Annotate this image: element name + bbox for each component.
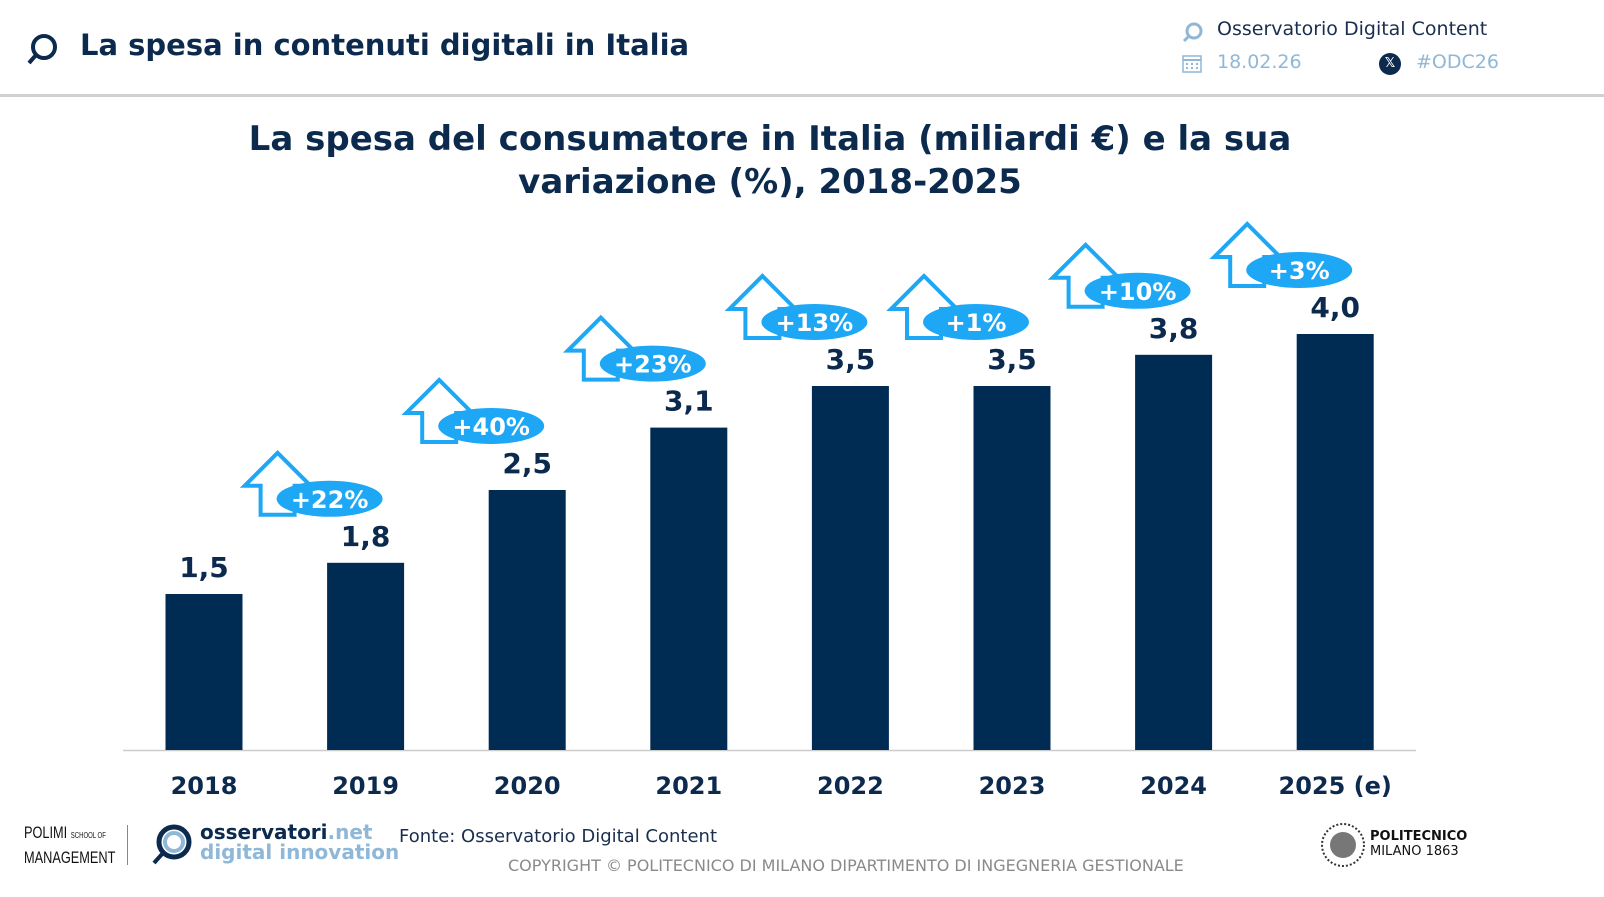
value-label: 3,5 xyxy=(987,343,1037,376)
growth-label: +3% xyxy=(1269,257,1330,285)
value-label: 4,0 xyxy=(1310,291,1360,324)
logo-text-net: .net xyxy=(327,820,373,844)
growth-label: +10% xyxy=(1099,278,1177,306)
politecnico-seal-icon xyxy=(1321,823,1365,867)
hashtag: #ODC26 xyxy=(1416,51,1499,73)
growth-badge xyxy=(1246,252,1353,288)
value-label: 2,5 xyxy=(502,447,552,480)
value-label: 1,8 xyxy=(341,520,391,553)
event-date: 18.02.26 xyxy=(1217,51,1302,73)
growth-badge xyxy=(276,480,383,517)
growth-label: +1% xyxy=(946,309,1007,337)
page-title: La spesa in contenuti digitali in Italia xyxy=(80,28,690,62)
bar xyxy=(327,562,405,750)
category-label: 2025 (e) xyxy=(1279,772,1392,800)
logo-text: osservatori xyxy=(200,820,328,844)
observatory-icon xyxy=(1182,22,1203,43)
bar xyxy=(1135,354,1213,750)
growth-badge xyxy=(923,304,1029,340)
copyright: COPYRIGHT © POLITECNICO DI MILANO DIPART… xyxy=(508,856,1184,875)
bar xyxy=(650,427,728,750)
category-label: 2018 xyxy=(171,772,238,800)
politecnico-sub: MILANO 1863 xyxy=(1370,844,1459,859)
politecnico-logo: POLITECNICO MILANO 1863 xyxy=(1370,829,1467,859)
x-social-icon[interactable]: 𝕏 xyxy=(1379,53,1401,75)
bar-chart: 1,5 2018 1,8 2019 +22% 2,5 2020 +40% 3,1 2021 +23%… xyxy=(123,221,1416,800)
bar xyxy=(1296,334,1374,750)
header-divider xyxy=(0,94,1604,97)
category-label: 2024 xyxy=(1140,772,1207,800)
calendar-icon xyxy=(1182,55,1202,73)
magnifier-logo-icon xyxy=(27,34,57,65)
category-label: 2023 xyxy=(979,772,1046,800)
logo-separator xyxy=(127,825,128,865)
category-label: 2020 xyxy=(494,772,561,800)
growth-badge xyxy=(438,408,545,444)
growth-label: +23% xyxy=(614,351,692,379)
growth-badge xyxy=(599,345,706,382)
growth-badge xyxy=(761,304,868,340)
growth-badge xyxy=(1084,272,1191,309)
observatory-name: Osservatorio Digital Content xyxy=(1217,18,1488,40)
value-label: 1,5 xyxy=(179,551,229,584)
osservatori-logo: osservatori.net digital innovation xyxy=(200,822,399,862)
bar xyxy=(488,490,566,750)
growth-label: +13% xyxy=(776,309,854,337)
category-label: 2022 xyxy=(817,772,884,800)
chart-title: La spesa del consumatore in Italia (mili… xyxy=(248,119,1292,202)
polimi-logo: POLIMI SCHOOL OF MANAGEMENT xyxy=(24,823,116,867)
osservatori-logo-icon xyxy=(152,824,192,865)
bar xyxy=(165,594,243,750)
growth-label: +40% xyxy=(452,413,530,441)
politecnico-name: POLITECNICO xyxy=(1370,829,1468,844)
value-label: 3,1 xyxy=(664,385,714,418)
growth-label: +22% xyxy=(291,486,369,514)
bar xyxy=(973,386,1051,750)
value-label: 3,5 xyxy=(826,343,876,376)
bar xyxy=(811,386,889,750)
value-label: 3,8 xyxy=(1149,312,1199,345)
category-label: 2021 xyxy=(655,772,722,800)
source-note: Fonte: Osservatorio Digital Content xyxy=(399,826,718,847)
logo-text-sub: digital innovation xyxy=(200,840,400,864)
category-label: 2019 xyxy=(332,772,399,800)
